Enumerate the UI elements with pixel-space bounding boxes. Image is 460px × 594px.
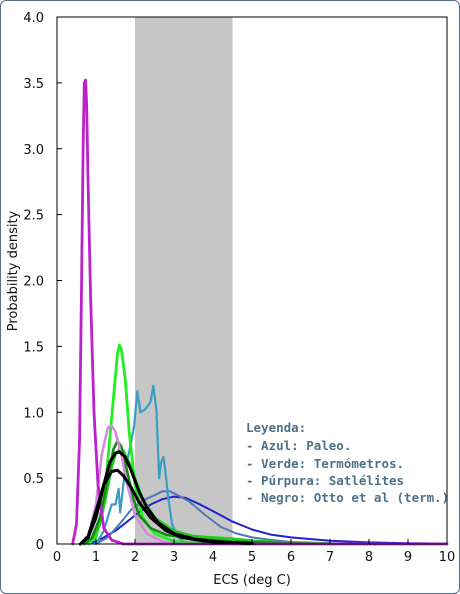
series-line-6 (79, 424, 176, 546)
x-tick-label: 3 (170, 550, 178, 565)
likely-range-band (135, 17, 233, 544)
x-tick-label: 8 (365, 550, 373, 565)
x-tick-label: 6 (287, 550, 295, 565)
x-tick-label: 10 (439, 550, 456, 565)
y-tick-label: 1.5 (23, 340, 44, 355)
x-tick-label: 1 (92, 550, 100, 565)
y-tick-label: 0 (36, 538, 44, 553)
x-tick-label: 0 (53, 550, 61, 565)
legend-line-black: - Negro: Otto et al (term.) (246, 490, 449, 505)
series-line-0 (87, 495, 448, 545)
x-tick-label: 9 (404, 550, 412, 565)
series-line-9 (78, 468, 254, 546)
x-tick-label: 7 (326, 550, 334, 565)
legend: Leyenda: - Azul: Paleo. - Verde: Termóme… (246, 420, 449, 505)
legend-line-green: - Verde: Termómetros. (246, 456, 404, 471)
y-tick-label: 3.5 (23, 77, 44, 92)
legend-line-purple: - Púrpura: Satlélites (246, 473, 404, 488)
y-tick-label: 2.0 (23, 275, 44, 290)
x-axis-label: ECS (deg C) (213, 573, 291, 588)
y-axis: 0 0.5 1.0 1.5 2.0 2.5 3.0 3.5 4.0 (23, 11, 62, 553)
y-tick-label: 3.0 (23, 143, 44, 158)
legend-title: Leyenda: (246, 420, 306, 435)
x-tick-label: 5 (248, 550, 256, 565)
x-tick-label: 4 (209, 550, 217, 565)
y-axis-label: Probability density (6, 210, 21, 331)
y-tick-label: 2.5 (23, 209, 44, 224)
series-line-1 (95, 490, 370, 545)
y-tick-label: 4.0 (23, 11, 44, 26)
x-tick-label: 2 (131, 550, 139, 565)
y-tick-label: 1.0 (23, 406, 44, 421)
series-line-2 (94, 384, 195, 546)
y-tick-label: 0.5 (23, 472, 44, 487)
legend-line-blue: - Azul: Paleo. (246, 438, 351, 453)
x-axis: 0 1 2 3 4 5 6 7 8 9 10 (53, 539, 455, 565)
series-layer (71, 78, 449, 546)
